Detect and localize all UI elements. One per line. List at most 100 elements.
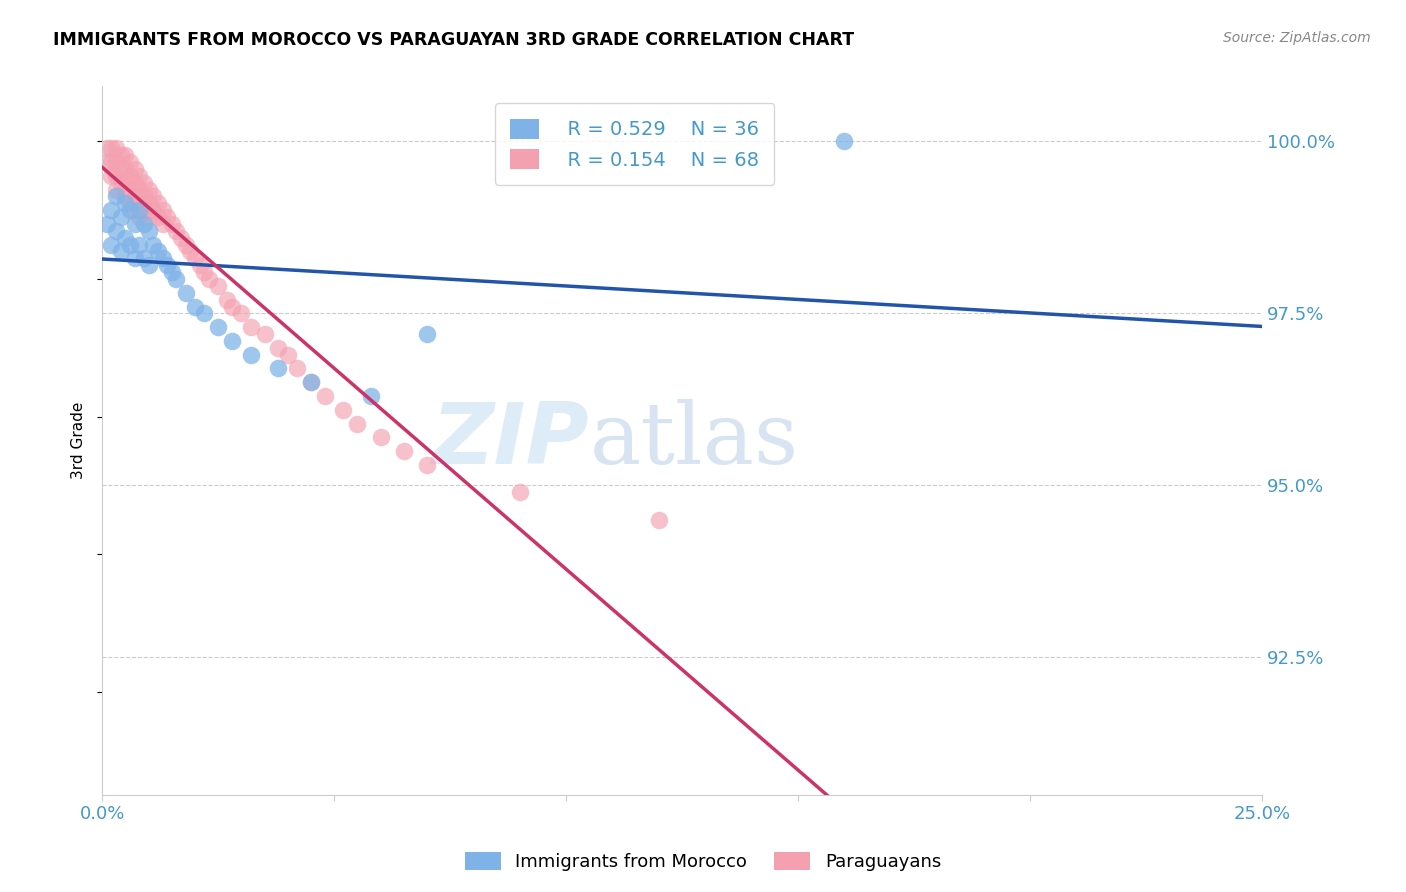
Point bbox=[165, 224, 187, 238]
Point bbox=[100, 169, 122, 183]
Point bbox=[124, 176, 146, 190]
Point bbox=[124, 189, 146, 203]
Point bbox=[207, 279, 229, 293]
Point bbox=[146, 210, 169, 224]
Point bbox=[118, 203, 141, 218]
Point bbox=[299, 376, 322, 390]
Point bbox=[114, 161, 136, 176]
Point bbox=[152, 217, 174, 231]
Point bbox=[370, 430, 392, 444]
Point bbox=[110, 176, 132, 190]
Point bbox=[110, 161, 132, 176]
Point bbox=[239, 320, 262, 334]
Point bbox=[188, 258, 211, 272]
Text: atlas: atlas bbox=[589, 399, 799, 483]
Point bbox=[170, 231, 193, 245]
Point bbox=[118, 155, 141, 169]
Text: Source: ZipAtlas.com: Source: ZipAtlas.com bbox=[1223, 31, 1371, 45]
Point bbox=[277, 348, 299, 362]
Point bbox=[110, 244, 132, 259]
Point bbox=[160, 217, 183, 231]
Point bbox=[179, 244, 201, 259]
Point bbox=[184, 300, 207, 314]
Text: IMMIGRANTS FROM MOROCCO VS PARAGUAYAN 3RD GRADE CORRELATION CHART: IMMIGRANTS FROM MOROCCO VS PARAGUAYAN 3R… bbox=[53, 31, 855, 49]
Point bbox=[114, 189, 136, 203]
Y-axis label: 3rd Grade: 3rd Grade bbox=[72, 402, 86, 479]
Point bbox=[105, 224, 128, 238]
Point bbox=[105, 155, 128, 169]
Point bbox=[221, 334, 243, 348]
Point bbox=[193, 306, 215, 320]
Point bbox=[100, 141, 122, 155]
Point bbox=[392, 444, 415, 458]
Point bbox=[198, 272, 221, 286]
Point bbox=[217, 293, 239, 307]
Point bbox=[124, 217, 146, 231]
Point bbox=[142, 189, 165, 203]
Point bbox=[239, 348, 262, 362]
Point bbox=[416, 327, 439, 342]
Point bbox=[124, 252, 146, 266]
Point bbox=[156, 210, 179, 224]
Point bbox=[146, 244, 169, 259]
Point bbox=[132, 203, 155, 218]
Point bbox=[416, 458, 439, 472]
Point bbox=[360, 389, 382, 403]
Point bbox=[132, 217, 155, 231]
Point bbox=[128, 183, 150, 197]
Point bbox=[132, 176, 155, 190]
Point bbox=[100, 237, 122, 252]
Point bbox=[128, 203, 150, 218]
Point bbox=[346, 417, 368, 431]
Point bbox=[114, 176, 136, 190]
Point bbox=[138, 210, 160, 224]
Point bbox=[96, 217, 118, 231]
Point bbox=[267, 361, 290, 376]
Point bbox=[152, 252, 174, 266]
Point bbox=[105, 183, 128, 197]
Point bbox=[124, 161, 146, 176]
Point bbox=[152, 203, 174, 218]
Point bbox=[184, 252, 207, 266]
Point bbox=[314, 389, 336, 403]
Point bbox=[128, 169, 150, 183]
Point bbox=[142, 237, 165, 252]
Point bbox=[193, 265, 215, 279]
Point bbox=[142, 203, 165, 218]
Point bbox=[174, 285, 197, 300]
Point bbox=[834, 135, 856, 149]
Point bbox=[100, 203, 122, 218]
Point bbox=[128, 210, 150, 224]
Point bbox=[132, 189, 155, 203]
Point bbox=[332, 402, 354, 417]
Point bbox=[132, 252, 155, 266]
Text: ZIP: ZIP bbox=[432, 400, 589, 483]
Point bbox=[138, 258, 160, 272]
Point bbox=[138, 224, 160, 238]
Point bbox=[156, 258, 179, 272]
Point bbox=[96, 141, 118, 155]
Point bbox=[231, 306, 253, 320]
Point bbox=[146, 196, 169, 211]
Point bbox=[285, 361, 308, 376]
Point bbox=[128, 196, 150, 211]
Point bbox=[160, 265, 183, 279]
Point bbox=[100, 155, 122, 169]
Point bbox=[105, 189, 128, 203]
Point bbox=[118, 169, 141, 183]
Point bbox=[267, 341, 290, 355]
Point bbox=[118, 196, 141, 211]
Point bbox=[174, 237, 197, 252]
Point bbox=[128, 237, 150, 252]
Point bbox=[207, 320, 229, 334]
Point bbox=[110, 210, 132, 224]
Point bbox=[114, 148, 136, 162]
Point bbox=[96, 155, 118, 169]
Point bbox=[648, 513, 671, 527]
Point bbox=[114, 196, 136, 211]
Point bbox=[221, 300, 243, 314]
Point bbox=[253, 327, 276, 342]
Point bbox=[105, 141, 128, 155]
Legend:   R = 0.529    N = 36,   R = 0.154    N = 68: R = 0.529 N = 36, R = 0.154 N = 68 bbox=[495, 103, 775, 185]
Point bbox=[118, 183, 141, 197]
